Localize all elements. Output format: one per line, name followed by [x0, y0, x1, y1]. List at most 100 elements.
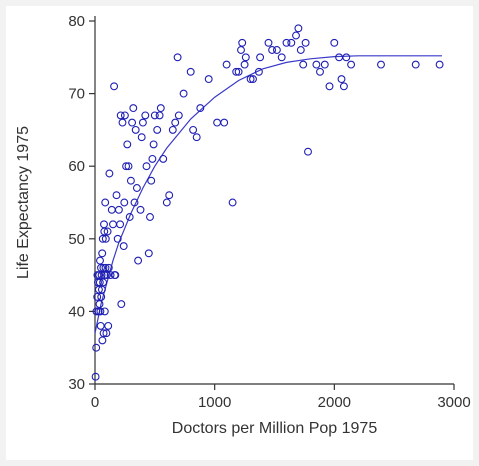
- data-point: [113, 234, 122, 243]
- data-point: [104, 321, 113, 330]
- data-point: [103, 227, 112, 236]
- data-point: [287, 38, 296, 47]
- data-point: [147, 176, 156, 185]
- data-point: [96, 256, 104, 265]
- data-point: [264, 38, 273, 47]
- data-point: [128, 118, 137, 127]
- data-point: [99, 263, 108, 272]
- data-point: [168, 125, 177, 134]
- data-point: [100, 220, 108, 229]
- data-point: [116, 220, 125, 229]
- data-point: [105, 169, 114, 178]
- data-point: [301, 38, 310, 47]
- data-point: [114, 205, 123, 214]
- data-point: [189, 125, 198, 134]
- data-point: [97, 271, 106, 280]
- data-point: [122, 162, 131, 171]
- data-point: [272, 46, 281, 54]
- data-point: [93, 292, 102, 301]
- data-point: [171, 118, 180, 127]
- data-point: [126, 176, 135, 185]
- data-point: [134, 256, 143, 265]
- y-tick-label: 30: [68, 376, 85, 393]
- x-tick-label: 0: [91, 394, 99, 411]
- data-point: [130, 198, 139, 207]
- data-point: [95, 300, 104, 309]
- data-point: [411, 60, 420, 69]
- data-point: [146, 213, 154, 221]
- data-point: [192, 133, 201, 142]
- data-point: [120, 198, 129, 207]
- data-point: [150, 111, 159, 120]
- data-point: [204, 75, 213, 84]
- data-point: [131, 125, 140, 134]
- data-point: [97, 292, 106, 301]
- data-point: [97, 285, 106, 294]
- data-point: [335, 53, 344, 62]
- data-point: [144, 249, 153, 258]
- data-point: [124, 162, 133, 171]
- fit-line: [94, 55, 442, 334]
- data-point: [339, 82, 348, 91]
- data-point: [316, 67, 324, 76]
- y-tick-label: 70: [68, 86, 85, 103]
- data-point: [173, 53, 182, 62]
- data-point: [238, 38, 247, 47]
- data-point: [256, 53, 265, 62]
- data-point: [98, 336, 107, 345]
- data-point: [222, 60, 231, 69]
- data-point: [100, 307, 109, 316]
- data-point: [118, 118, 127, 127]
- data-point: [186, 67, 195, 76]
- data-point: [110, 82, 119, 91]
- data-point: [347, 60, 356, 69]
- scatter-chart: 0 1000 2000 3000 30 40 50 60 70 80 Doctors per M…: [15, 13, 471, 437]
- data-point: [92, 307, 101, 316]
- data-point: [96, 321, 105, 330]
- data-point: [296, 46, 305, 54]
- x-axis-label: Doctors per Million Pop 1975: [172, 420, 378, 437]
- data-point: [330, 38, 339, 47]
- x-tick-label: 2000: [318, 394, 351, 411]
- data-point: [96, 307, 105, 316]
- data-point: [228, 198, 237, 207]
- y-tick-label: 60: [68, 158, 85, 175]
- data-point: [174, 111, 183, 120]
- data-point: [325, 82, 334, 91]
- y-ticks: 30 40 50 60 70 80: [68, 13, 95, 393]
- data-point: [268, 46, 277, 54]
- data-point: [98, 234, 107, 243]
- data-point: [104, 263, 113, 272]
- data-point: [249, 75, 257, 84]
- data-point: [292, 31, 300, 40]
- data-point: [246, 75, 255, 84]
- data-point: [232, 67, 241, 76]
- data-point: [165, 191, 174, 200]
- y-tick-label: 50: [68, 231, 85, 248]
- data-point: [109, 220, 117, 229]
- y-axis-label: Life Expectancy 1975: [15, 126, 32, 279]
- data-point: [106, 271, 115, 280]
- data-point: [112, 191, 121, 200]
- y-tick-label: 80: [68, 13, 85, 30]
- data-point: [282, 38, 291, 47]
- data-point: [95, 278, 104, 287]
- data-point: [234, 67, 243, 76]
- data-point: [100, 227, 109, 236]
- data-point: [101, 263, 110, 272]
- data-point: [107, 205, 116, 214]
- data-point: [137, 133, 146, 142]
- data-point: [136, 205, 145, 214]
- data-point: [320, 60, 329, 69]
- data-point: [98, 249, 107, 258]
- data-point: [342, 53, 351, 62]
- data-point: [141, 111, 150, 120]
- data-point: [213, 118, 222, 127]
- data-point: [277, 53, 286, 62]
- data-point: [99, 329, 108, 338]
- data-point: [240, 60, 249, 69]
- data-point: [101, 198, 110, 207]
- data-point: [102, 329, 111, 338]
- data-point: [299, 60, 308, 69]
- data-point: [101, 234, 110, 243]
